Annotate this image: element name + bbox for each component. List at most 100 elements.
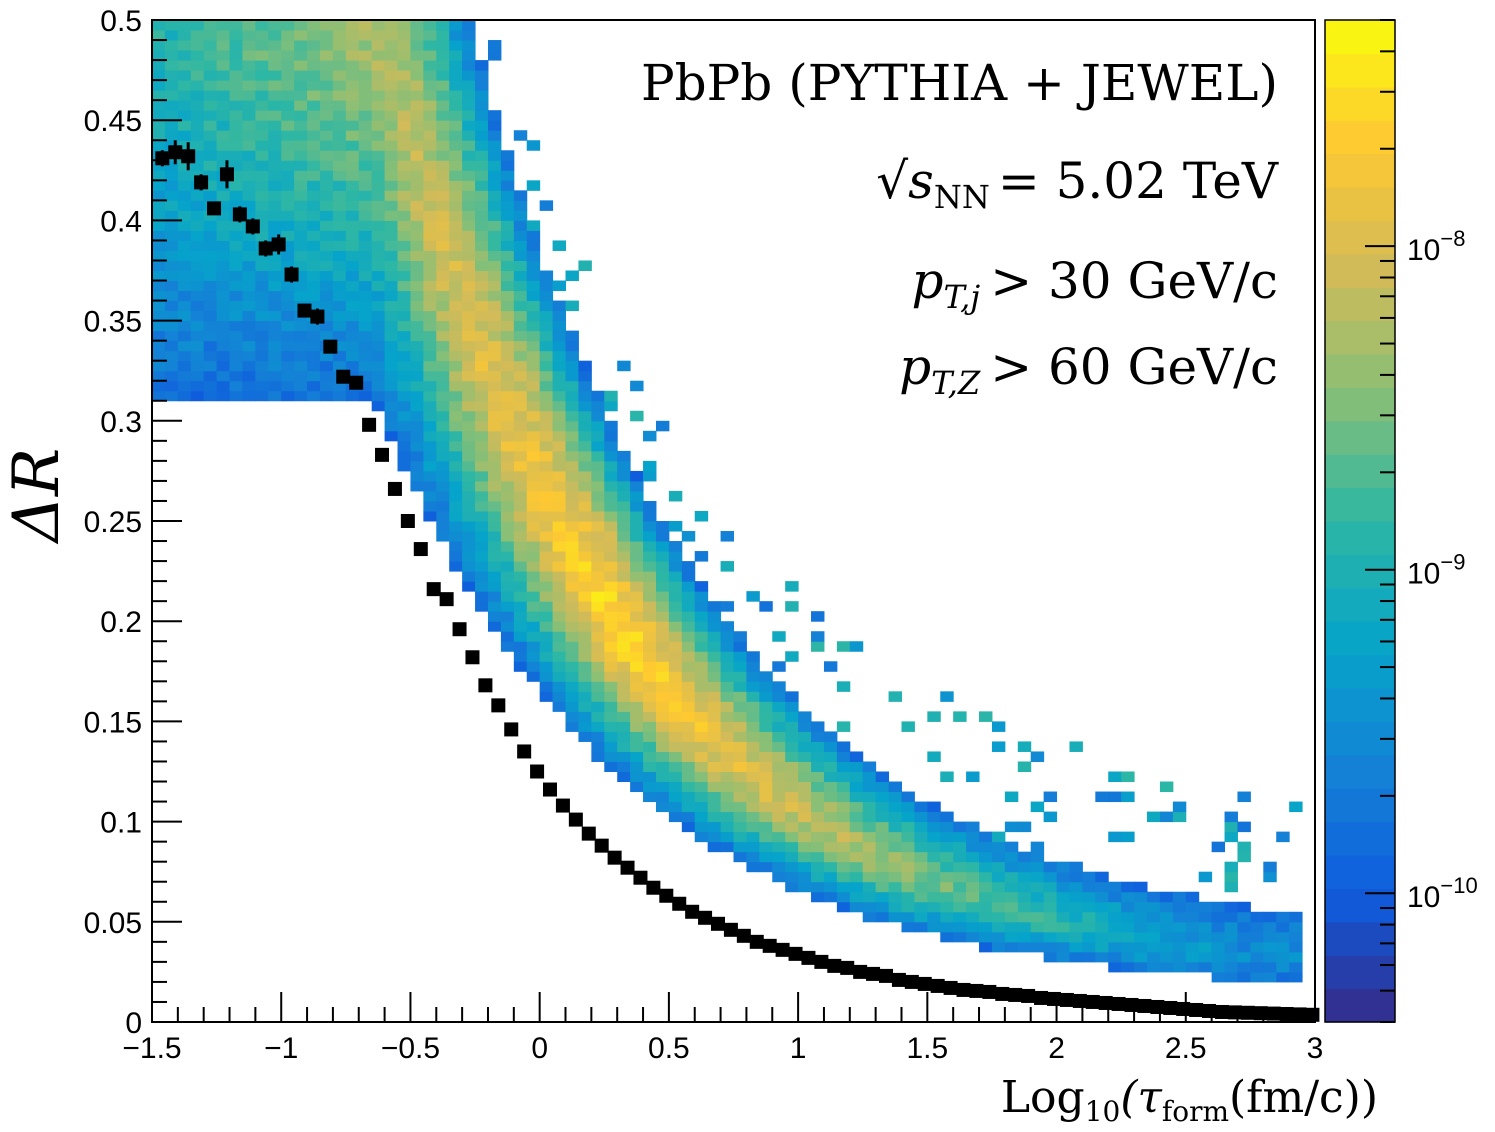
heatmap-cell bbox=[371, 50, 386, 61]
heatmap-cell bbox=[1030, 891, 1045, 903]
heatmap-cell bbox=[462, 160, 476, 171]
heatmap-cell bbox=[203, 350, 218, 362]
heatmap-cell bbox=[345, 210, 360, 221]
heatmap-cell bbox=[203, 140, 218, 151]
heatmap-cell bbox=[1224, 881, 1238, 893]
heatmap-cell bbox=[268, 350, 282, 362]
heatmap-cell bbox=[565, 450, 579, 462]
heatmap-cell bbox=[849, 791, 864, 803]
heatmap-cell bbox=[643, 571, 657, 582]
heatmap-cell bbox=[668, 601, 683, 612]
heatmap-cell bbox=[358, 190, 373, 201]
profile-point bbox=[258, 241, 273, 256]
heatmap-cell bbox=[345, 390, 360, 402]
heatmap-cell bbox=[643, 721, 657, 732]
heatmap-cell bbox=[294, 230, 308, 241]
heatmap-cell bbox=[281, 340, 295, 352]
heatmap-cell bbox=[1121, 771, 1135, 783]
heatmap-cell bbox=[177, 190, 192, 201]
heatmap-cell bbox=[449, 290, 463, 302]
heatmap-cell bbox=[513, 340, 528, 352]
heatmap-cell bbox=[216, 90, 231, 101]
heatmap-cell bbox=[1095, 931, 1109, 943]
heatmap-cell bbox=[914, 901, 928, 913]
heatmap-cell bbox=[216, 140, 231, 151]
heatmap-cell bbox=[1147, 931, 1161, 943]
heatmap-cell bbox=[449, 130, 463, 141]
profile-point bbox=[1008, 987, 1023, 1002]
heatmap-cell bbox=[526, 300, 541, 312]
profile-point bbox=[465, 650, 480, 665]
heatmap-cell bbox=[1172, 921, 1187, 933]
heatmap-cell bbox=[242, 360, 256, 372]
heatmap-cell bbox=[384, 80, 399, 91]
heatmap-cell bbox=[733, 701, 747, 712]
heatmap-cell bbox=[526, 531, 541, 542]
heatmap-cell bbox=[345, 60, 360, 71]
heatmap-cell bbox=[630, 571, 644, 582]
profile-point bbox=[478, 678, 493, 693]
heatmap-cell bbox=[707, 791, 722, 803]
profile-point bbox=[607, 850, 622, 865]
heatmap-cell bbox=[1017, 851, 1032, 863]
heatmap-cell bbox=[332, 230, 347, 241]
heatmap-cell bbox=[268, 80, 282, 91]
heatmap-cell bbox=[242, 390, 256, 402]
heatmap-cell bbox=[1004, 841, 1019, 853]
annotation-z-cut-value: > 60 GeV/c bbox=[990, 338, 1278, 396]
heatmap-cell bbox=[410, 390, 424, 402]
heatmap-cell bbox=[152, 390, 166, 402]
heatmap-cell bbox=[203, 360, 218, 372]
heatmap-cell bbox=[655, 711, 670, 722]
heatmap-cell bbox=[397, 20, 411, 31]
heatmap-cell bbox=[319, 310, 334, 322]
profile-point bbox=[659, 888, 674, 903]
heatmap-cell bbox=[255, 380, 269, 392]
colorbar-step bbox=[1325, 921, 1395, 956]
profile-point bbox=[1034, 990, 1049, 1005]
heatmap-cell bbox=[707, 641, 722, 652]
heatmap-cell bbox=[423, 500, 437, 512]
heatmap-cell bbox=[203, 180, 218, 191]
heatmap-cell bbox=[319, 200, 334, 211]
profile-point bbox=[1279, 1006, 1294, 1021]
heatmap-cell bbox=[487, 320, 502, 332]
heatmap-cell bbox=[1121, 891, 1135, 903]
heatmap-cell bbox=[901, 901, 915, 913]
heatmap-cell bbox=[410, 40, 424, 51]
heatmap-cell bbox=[487, 420, 502, 432]
x-tick-label: 0 bbox=[531, 1032, 548, 1065]
heatmap-cell bbox=[371, 20, 386, 31]
heatmap-cell bbox=[294, 260, 308, 271]
heatmap-cell bbox=[823, 861, 838, 873]
heatmap-cell bbox=[746, 751, 760, 762]
heatmap-cell bbox=[229, 130, 243, 141]
heatmap-cell bbox=[410, 120, 424, 131]
heatmap-cell bbox=[268, 200, 282, 211]
heatmap-cell bbox=[462, 410, 476, 422]
heatmap-cell bbox=[694, 681, 709, 692]
heatmap-cell bbox=[759, 861, 773, 873]
heatmap-cell bbox=[798, 741, 812, 752]
heatmap-cell bbox=[332, 160, 347, 171]
heatmap-cell bbox=[462, 270, 476, 282]
heatmap-cell bbox=[164, 300, 179, 312]
heatmap-cell bbox=[475, 140, 489, 151]
annotation-system: PbPb (PYTHIA + JEWEL) bbox=[641, 54, 1278, 112]
heatmap-cell bbox=[164, 20, 179, 31]
heatmap-cell bbox=[462, 80, 476, 91]
heatmap-cell bbox=[384, 270, 399, 282]
heatmap-cell bbox=[475, 150, 489, 161]
heatmap-cell bbox=[1198, 951, 1213, 963]
heatmap-cell bbox=[268, 330, 282, 342]
heatmap-cell bbox=[694, 821, 709, 833]
heatmap-cell bbox=[591, 581, 605, 592]
heatmap-cell bbox=[462, 500, 476, 512]
heatmap-cell bbox=[798, 811, 812, 823]
heatmap-cell bbox=[707, 731, 722, 742]
heatmap-cell bbox=[1172, 891, 1187, 903]
heatmap-cell bbox=[423, 210, 437, 221]
heatmap-cell bbox=[565, 621, 579, 632]
heatmap-cell bbox=[384, 390, 399, 402]
heatmap-cell bbox=[991, 881, 1006, 893]
